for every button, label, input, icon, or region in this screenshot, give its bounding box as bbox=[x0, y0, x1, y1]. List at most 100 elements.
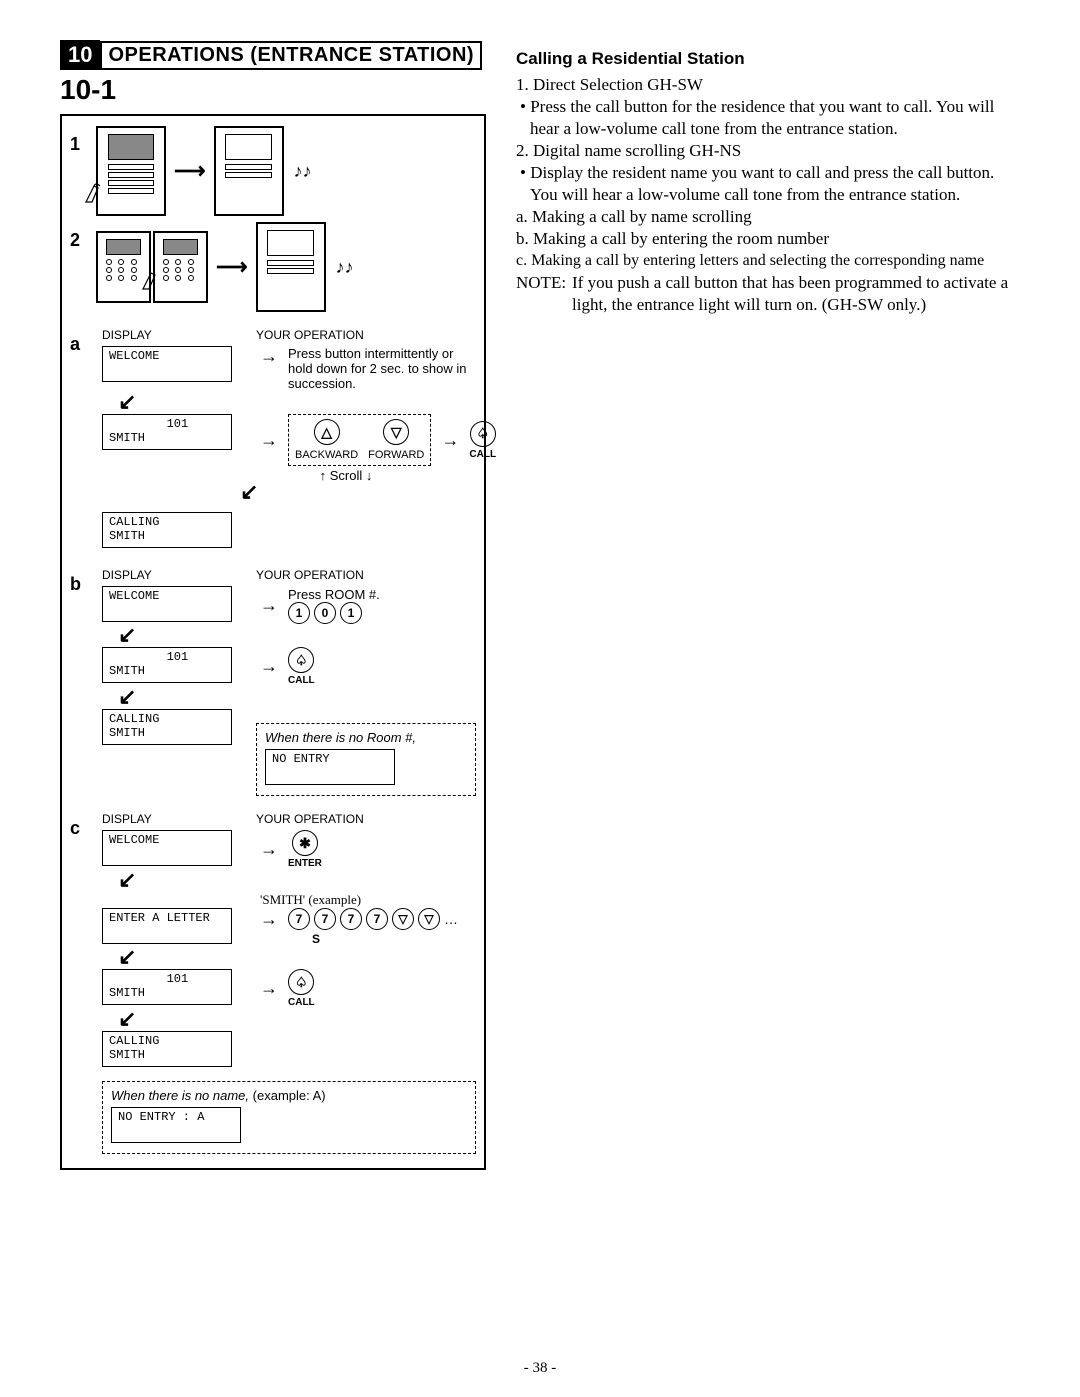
arrow-right-icon: ⟶ bbox=[174, 158, 206, 184]
lcd-c3: 101 SMITH bbox=[102, 969, 232, 1005]
arrow-sw-icon: ↙ bbox=[118, 389, 136, 415]
lcd-c1: WELCOME bbox=[102, 830, 232, 866]
arrow-right-icon: → bbox=[260, 656, 278, 677]
forward-button[interactable]: ▽ bbox=[418, 908, 440, 930]
r-b2: Display the resident name you want to ca… bbox=[530, 163, 994, 204]
display-header: DISPLAY bbox=[102, 328, 242, 342]
note-b-title: When there is no Room #, bbox=[265, 730, 416, 745]
arrow-sw-icon: ↙ bbox=[240, 479, 258, 505]
r-b1: Press the call button for the residence … bbox=[530, 97, 994, 138]
block-c-label: c bbox=[70, 818, 88, 839]
hand-icon bbox=[137, 263, 167, 293]
note-c-title: When there is no name, bbox=[111, 1088, 249, 1103]
block-c: c DISPLAY WELCOME YOUR OPERATION → ✱ ENT… bbox=[70, 810, 476, 1154]
r-p1: 1. Direct Selection GH-SW bbox=[516, 74, 1020, 96]
arrow-sw-icon: ↙ bbox=[118, 684, 136, 710]
music-note-icon: ♪♪ bbox=[336, 257, 354, 278]
device-tone-1 bbox=[214, 126, 284, 216]
digit-button[interactable]: 1 bbox=[340, 602, 362, 624]
call-button[interactable]: ♤ bbox=[288, 969, 314, 995]
key-7-button[interactable]: 7 bbox=[340, 908, 362, 930]
block-b-label: b bbox=[70, 574, 88, 595]
star-button[interactable]: ✱ bbox=[292, 830, 318, 856]
block-a: a DISPLAY WELCOME YOUR OPERATION → Press… bbox=[70, 326, 476, 552]
right-column: Calling a Residential Station 1. Direct … bbox=[516, 40, 1020, 1170]
device-ghsw bbox=[96, 126, 166, 216]
row2-label: 2 bbox=[70, 230, 88, 251]
note-box-c: When there is no name, (example: A) NO E… bbox=[102, 1081, 476, 1154]
smith-example: 'SMITH' (example) bbox=[260, 892, 476, 908]
forward-label: FORWARD bbox=[368, 449, 424, 461]
call-label: CALL bbox=[288, 675, 315, 686]
r-note: If you push a call button that has been … bbox=[572, 272, 1020, 316]
note-c-suffix: (example: A) bbox=[253, 1088, 326, 1103]
arrow-right-icon: → bbox=[260, 909, 278, 930]
block-b: b DISPLAY WELCOME YOUR OPERATION → Press… bbox=[70, 566, 476, 796]
key-7-button[interactable]: 7 bbox=[314, 908, 336, 930]
note-label: NOTE: bbox=[516, 272, 572, 316]
section-badge: 10 bbox=[60, 40, 100, 70]
lcd-c-note: NO ENTRY : A bbox=[111, 1107, 241, 1143]
arrow-right-icon: → bbox=[260, 346, 278, 367]
r-p2: 2. Digital name scrolling GH-NS bbox=[516, 140, 1020, 162]
forward-button[interactable]: ▽ bbox=[392, 908, 414, 930]
arrow-sw-icon: ↙ bbox=[118, 867, 136, 893]
scroll-label: Scroll bbox=[330, 468, 363, 483]
operation-header: YOUR OPERATION bbox=[256, 568, 476, 582]
arrow-sw-icon: ↙ bbox=[118, 944, 136, 970]
operation-header: YOUR OPERATION bbox=[256, 328, 476, 342]
key-7-button[interactable]: 7 bbox=[366, 908, 388, 930]
op-b1-text: Press ROOM #. bbox=[288, 587, 380, 602]
arrow-sw-icon: ↙ bbox=[118, 622, 136, 648]
arrow-right-icon: → bbox=[260, 839, 278, 860]
display-header: DISPLAY bbox=[102, 568, 242, 582]
call-label: CALL bbox=[469, 449, 496, 460]
arrow-sw-icon: ↙ bbox=[118, 1006, 136, 1032]
forward-button[interactable]: ▽ bbox=[383, 419, 409, 445]
r-lb: b. Making a call by entering the room nu… bbox=[516, 228, 1020, 250]
note-box-b: When there is no Room #, NO ENTRY bbox=[256, 723, 476, 796]
lcd-b3: CALLING SMITH bbox=[102, 709, 232, 745]
backward-button[interactable]: △ bbox=[314, 419, 340, 445]
section-header: 10 OPERATIONS (ENTRANCE STATION) bbox=[60, 40, 486, 70]
r-la: a. Making a call by name scrolling bbox=[516, 206, 1020, 228]
r-lc: c. Making a call by entering letters and… bbox=[516, 250, 1020, 272]
right-title: Calling a Residential Station bbox=[516, 48, 1020, 70]
lcd-a3: CALLING SMITH bbox=[102, 512, 232, 548]
ellipsis: … bbox=[444, 911, 458, 927]
call-button[interactable]: ♤ bbox=[470, 421, 496, 447]
enter-label: ENTER bbox=[288, 858, 322, 869]
page-number: - 38 - bbox=[0, 1360, 1080, 1377]
lcd-b-note: NO ENTRY bbox=[265, 749, 395, 785]
music-note-icon: ♪♪ bbox=[294, 161, 312, 182]
lcd-c4: CALLING SMITH bbox=[102, 1031, 232, 1067]
block-a-label: a bbox=[70, 334, 88, 355]
arrow-right-icon: → bbox=[260, 430, 278, 451]
diagram-frame: 1 ⟶ ♪♪ 2 bbox=[60, 114, 486, 1170]
arrow-right-icon: ⟶ bbox=[216, 254, 248, 280]
lcd-b2: 101 SMITH bbox=[102, 647, 232, 683]
section-title: OPERATIONS (ENTRANCE STATION) bbox=[100, 41, 482, 70]
digit-button[interactable]: 0 bbox=[314, 602, 336, 624]
display-header: DISPLAY bbox=[102, 812, 242, 826]
backward-label: BACKWARD bbox=[295, 449, 358, 461]
lcd-c2: ENTER A LETTER bbox=[102, 908, 232, 944]
arrow-right-icon: → bbox=[441, 430, 459, 451]
call-label: CALL bbox=[288, 997, 315, 1008]
op-a1-text: Press button intermittently or hold down… bbox=[288, 346, 476, 391]
subsection-number: 10-1 bbox=[60, 74, 486, 106]
arrow-right-icon: → bbox=[260, 595, 278, 616]
call-button[interactable]: ♤ bbox=[288, 647, 314, 673]
lcd-a2: 101 SMITH bbox=[102, 414, 232, 450]
hand-icon bbox=[80, 176, 110, 206]
digit-button[interactable]: 1 bbox=[288, 602, 310, 624]
device-tone-2 bbox=[256, 222, 326, 312]
lcd-a1: WELCOME bbox=[102, 346, 232, 382]
device-ghns-b bbox=[153, 231, 208, 303]
operation-header: YOUR OPERATION bbox=[256, 812, 476, 826]
row1-label: 1 bbox=[70, 134, 88, 155]
key-7-button[interactable]: 7 bbox=[288, 908, 310, 930]
arrow-right-icon: → bbox=[260, 978, 278, 999]
lcd-b1: WELCOME bbox=[102, 586, 232, 622]
s-label: S bbox=[312, 932, 476, 946]
